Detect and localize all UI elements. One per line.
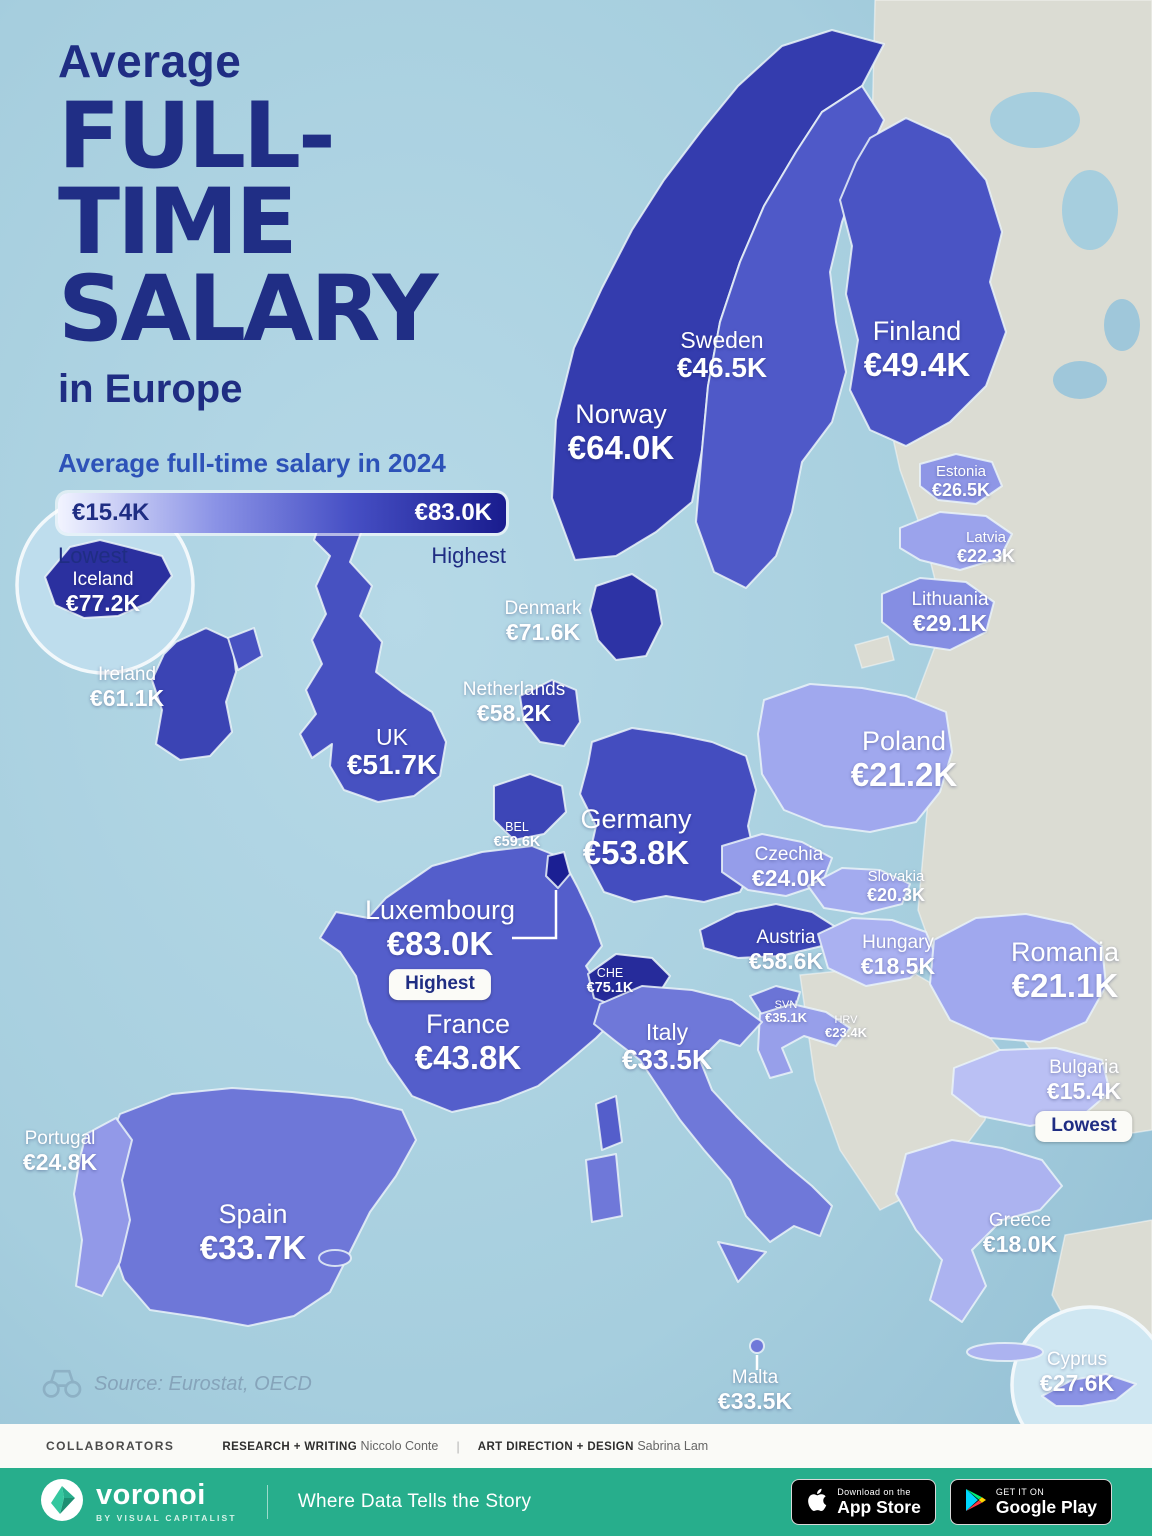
- country-sweden: [695, 85, 885, 589]
- apple-icon: [806, 1487, 828, 1518]
- country-spain-balearics: [318, 1249, 352, 1267]
- country-greece: [895, 1139, 1063, 1323]
- voronoi-logo: voronoi BY VISUAL CAPITALIST: [40, 1478, 237, 1527]
- kicker: Average: [58, 35, 242, 87]
- luxembourg-pointer-line: [512, 890, 558, 940]
- country-lithuania: [881, 577, 995, 651]
- brand-divider: [266, 1485, 268, 1519]
- app-store-badge[interactable]: Download on the App Store: [791, 1479, 936, 1525]
- legend-title: Average full-time salary in 2024: [58, 448, 446, 479]
- country-iceland: [44, 539, 173, 619]
- title-line-2: SALARY: [58, 256, 438, 362]
- legend-min-value: €15.4K: [72, 499, 150, 527]
- legend-lowest-label: Lowest: [58, 543, 128, 569]
- collaborators-bar: COLLABORATORS RESEARCH + WRITING Niccolo…: [0, 1424, 1152, 1468]
- country-cyprus: [1041, 1373, 1137, 1407]
- country-netherlands: [519, 679, 581, 747]
- title-line-1: FULL-TIME: [58, 84, 336, 276]
- white-sea: [990, 92, 1080, 148]
- country-italy-sicily: [717, 1241, 767, 1283]
- brand-bar: voronoi BY VISUAL CAPITALIST Where Data …: [0, 1468, 1152, 1536]
- country-uk-ni: [227, 627, 263, 671]
- country-estonia: [919, 453, 1003, 505]
- brand-subname: BY VISUAL CAPITALIST: [96, 1513, 237, 1524]
- collaborators-label: COLLABORATORS: [46, 1439, 175, 1453]
- country-bulgaria: [951, 1047, 1111, 1127]
- design-credit: ART DIRECTION + DESIGN Sabrina Lam: [478, 1439, 708, 1453]
- gplay-line2: Google Play: [995, 1496, 1097, 1517]
- country-malta: [749, 1338, 765, 1354]
- country-germany: [579, 727, 757, 903]
- country-italy: [593, 985, 833, 1243]
- credit-divider: |: [456, 1438, 460, 1454]
- country-slovakia: [807, 867, 911, 915]
- design-name: Sabrina Lam: [637, 1439, 709, 1453]
- country-greece-crete: [966, 1342, 1044, 1362]
- country-luxembourg: [545, 851, 571, 889]
- legend-highest-label: Highest: [431, 543, 506, 569]
- research-name: Niccolo Conte: [360, 1439, 439, 1453]
- research-label: RESEARCH + WRITING: [222, 1441, 358, 1453]
- voronoi-logo-icon: [40, 1478, 84, 1527]
- region-subtitle: in Europe: [58, 367, 243, 412]
- country-croatia: [757, 1003, 851, 1079]
- country-portugal: [73, 1117, 133, 1297]
- country-uk: [299, 503, 447, 803]
- research-credit: RESEARCH + WRITING Niccolo Conte: [222, 1439, 438, 1453]
- appstore-line2: App Store: [837, 1496, 921, 1517]
- country-poland: [757, 683, 953, 833]
- country-italy-sardinia: [585, 1153, 623, 1223]
- legend-end-labels: Lowest Highest: [58, 543, 506, 569]
- appstore-line1: Download on the: [837, 1487, 911, 1498]
- legend-gradient-bar: €15.4K €83.0K: [58, 493, 506, 534]
- sea-inlet: [1062, 170, 1118, 250]
- header: Average FULL-TIME SALARY in Europe Avera…: [58, 34, 528, 569]
- country-france-corsica: [595, 1095, 623, 1151]
- brand-tagline: Where Data Tells the Story: [297, 1491, 532, 1512]
- country-romania: [929, 913, 1107, 1043]
- land-kaliningrad: [854, 635, 895, 669]
- lake-ladoga: [1053, 361, 1107, 399]
- gplay-line1: GET IT ON: [995, 1487, 1045, 1498]
- binoculars-icon: [40, 1364, 84, 1405]
- country-latvia: [899, 511, 1013, 571]
- source-text: Source: Eurostat, OECD: [94, 1373, 312, 1395]
- poster-title: FULL-TIME SALARY: [58, 84, 528, 362]
- country-belgium: [493, 773, 567, 841]
- brand-name: voronoi: [96, 1479, 206, 1512]
- google-play-icon: [965, 1488, 987, 1517]
- country-finland: [839, 117, 1007, 447]
- store-badges: Download on the App Store GET IT ON Goog…: [791, 1479, 1112, 1525]
- google-play-badge[interactable]: GET IT ON Google Play: [949, 1479, 1112, 1525]
- lake-onega: [1104, 299, 1140, 351]
- source-line: Source: Eurostat, OECD: [40, 1364, 312, 1405]
- legend-max-value: €83.0K: [414, 499, 492, 527]
- design-label: ART DIRECTION + DESIGN: [477, 1441, 634, 1453]
- country-denmark: [589, 573, 663, 661]
